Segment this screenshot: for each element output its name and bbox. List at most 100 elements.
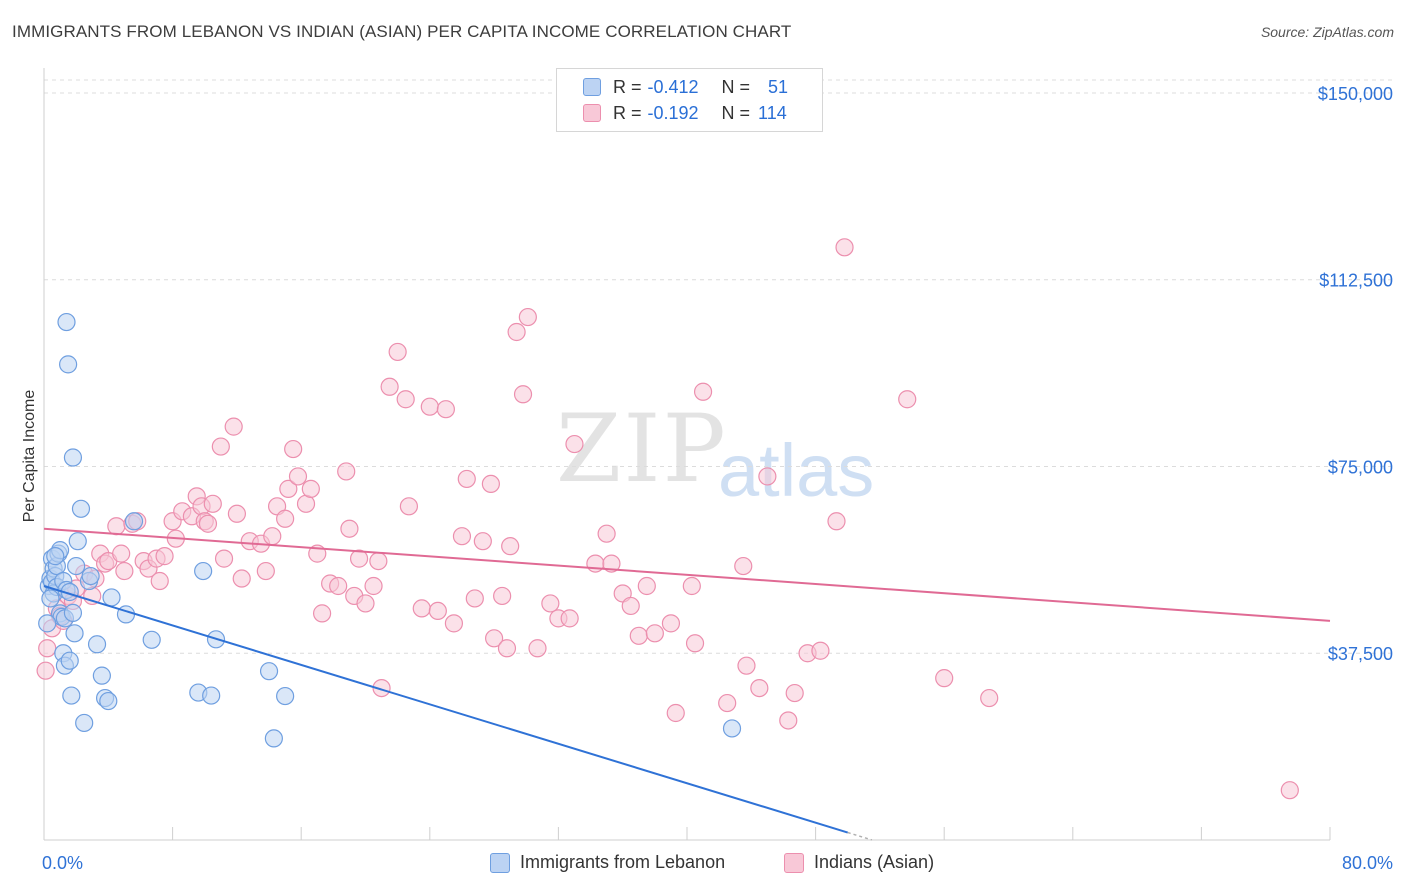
indian-point [396,390,415,409]
indian-point [107,517,126,536]
indian-point [412,599,431,618]
indian-point [279,479,298,498]
y-tick-label: $112,500 [1319,271,1393,291]
indian-point [718,693,737,713]
legend-row-indians: R = -0.192 N = 114 [583,100,787,126]
indian-point [758,467,777,486]
indian-point [388,342,407,362]
indian-point [493,586,512,606]
lebanon-point [202,686,221,705]
indian-point [337,462,356,481]
series-legend-indians: Indians (Asian) [784,852,934,873]
indian-point [399,497,419,516]
indian-point [565,434,584,454]
indian-point [645,624,664,643]
legend-row-lebanon: R = -0.412 N = 51 [583,74,788,100]
indian-point [284,439,303,459]
indian-point [256,561,275,581]
indian-point [444,614,464,633]
indian-point [779,711,798,730]
indian-point [980,688,999,708]
indian-point [501,537,520,556]
indian-point [666,703,685,723]
series-name-indians: Indians (Asian) [814,852,935,872]
indian-point [452,527,472,546]
lebanon-point [264,729,283,748]
indian-point [312,604,332,623]
indian-point [340,519,359,538]
indian-point [349,549,369,568]
lebanon-point [65,624,84,643]
indian-point [276,509,295,528]
x-tick-label: 0.0% [42,853,83,873]
indian-point [288,467,308,486]
indian-point [485,629,504,648]
indian-point [785,683,804,703]
indian-point [372,678,391,698]
lebanon-point [259,662,279,681]
indian-point [428,601,447,621]
indian-point [112,544,131,563]
indian-point [750,678,769,698]
legend-r-label: R = [613,76,642,97]
indian-point [637,576,656,596]
lebanon-point [81,566,100,586]
lebanon-point [92,666,111,685]
indian-point [198,514,218,533]
correlation-legend: R = -0.412 N = 51 R = -0.192 N = 114 [556,68,823,132]
legend-swatch-lebanon [583,78,601,96]
legend-r-value: -0.412 [647,76,699,97]
indian-point [155,547,174,566]
indian-point [369,551,388,571]
legend-n-label: N = [721,76,751,97]
lebanon-point [276,686,295,706]
lebanon-point [722,719,742,738]
series-legend-lebanon: Immigrants from Lebanon [490,852,725,873]
lebanon-point [57,312,76,332]
indian-point [263,527,282,546]
indian-point [38,639,57,658]
indian-point [682,576,701,596]
legend-r-value: -0.192 [647,102,699,123]
lebanon-point [62,686,81,705]
indian-point [602,554,621,573]
lebanon-point [63,448,83,467]
indian-point [364,576,383,596]
lebanon-point [71,499,91,518]
indian-point [541,594,560,613]
y-tick-label: $75,000 [1328,457,1393,477]
indian-point [36,661,55,680]
indian-point [211,437,230,456]
indian-point [465,589,484,608]
indian-point [597,524,616,543]
indian-point [835,238,854,257]
indian-point [528,639,547,658]
indian-point [734,556,753,576]
lebanon-point [46,547,65,566]
indian-point [685,634,705,653]
lebanon-point [99,691,118,711]
indian-point [661,614,681,633]
indian-point [380,377,399,396]
watermark-atlas: atlas [718,429,875,512]
y-tick-label: $37,500 [1328,644,1393,664]
indian-point [227,504,246,523]
lebanon-point [41,589,60,608]
indian-point [224,417,243,436]
indian-point [737,656,756,675]
indian-point [214,549,234,568]
indian-point [507,322,526,342]
indian-point [1280,781,1299,800]
legend-n-value: 51 [768,76,789,97]
indian-point [481,474,500,494]
indian-point [115,561,134,581]
chart-title: IMMIGRANTS FROM LEBANON VS INDIAN (ASIAN… [12,22,792,41]
lebanon-point [194,561,213,581]
legend-n-value: 114 [758,102,787,123]
lebanon-point [142,630,161,649]
lebanon-point [68,532,87,551]
indian-point [150,571,169,591]
lebanon-point [124,512,144,531]
indian-point [232,569,251,588]
